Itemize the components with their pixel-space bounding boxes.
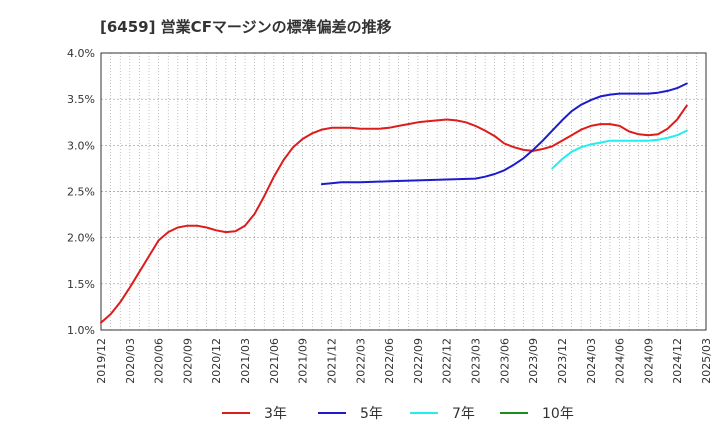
y-tick-label: 3.5% [67,93,95,106]
x-tick-label: 2021/12 [325,338,338,384]
y-tick-label: 4.0% [67,47,95,60]
x-tick-label: 2020/09 [181,338,194,384]
y-tick-label: 1.0% [67,324,95,337]
y-tick-label: 2.0% [67,232,95,245]
x-tick-label: 2022/12 [441,338,454,384]
series-group [100,82,688,324]
x-tick-label: 2022/06 [383,338,396,384]
series-line-2 [551,129,688,170]
chart-title: [6459] 営業CFマージンの標準偏差の推移 [100,18,392,36]
x-tick-label: 2024/09 [642,338,655,384]
plot-area-border [100,52,707,331]
y-tick-label: 3.0% [67,139,95,152]
x-tick-label: 2023/03 [470,338,483,384]
series-line-1 [320,82,688,186]
x-tick-label: 2020/12 [210,338,223,384]
x-tick-label: 2024/03 [585,338,598,384]
x-tick-label: 2023/09 [527,338,540,384]
legend-label-0: 3年 [264,406,287,422]
x-tick-label: 2024/06 [614,338,627,384]
x-tick-label: 2022/09 [412,338,425,384]
x-axis: 2019/12 2020/03 2020/06 2020/09 2020/12 2021/… [95,338,713,384]
legend: 3年 5年 7年 10年 [222,406,574,422]
x-tick-label: 2025/03 [700,338,713,384]
x-tick-label: 2021/06 [268,338,281,384]
y-tick-label: 1.5% [67,278,95,291]
x-tick-label: 2021/03 [239,338,252,384]
x-tick-label: 2019/12 [95,338,108,384]
x-tick-label: 2021/09 [297,338,310,384]
x-tick-label: 2020/06 [153,338,166,384]
x-tick-label: 2023/06 [498,338,511,384]
legend-label-3: 10年 [542,406,574,422]
x-tick-label: 2022/03 [354,338,367,384]
legend-label-1: 5年 [360,406,383,422]
legend-label-2: 7年 [452,406,475,422]
series-line-0 [100,104,688,324]
y-tick-label: 2.5% [67,186,95,199]
x-tick-label: 2020/03 [124,338,137,384]
x-tick-label: 2023/12 [556,338,569,384]
grid [101,52,706,331]
x-tick-label: 2024/12 [671,338,684,384]
y-axis: 1.0% 1.5% 2.0% 2.5% 3.0% 3.5% 4.0% [67,47,95,337]
